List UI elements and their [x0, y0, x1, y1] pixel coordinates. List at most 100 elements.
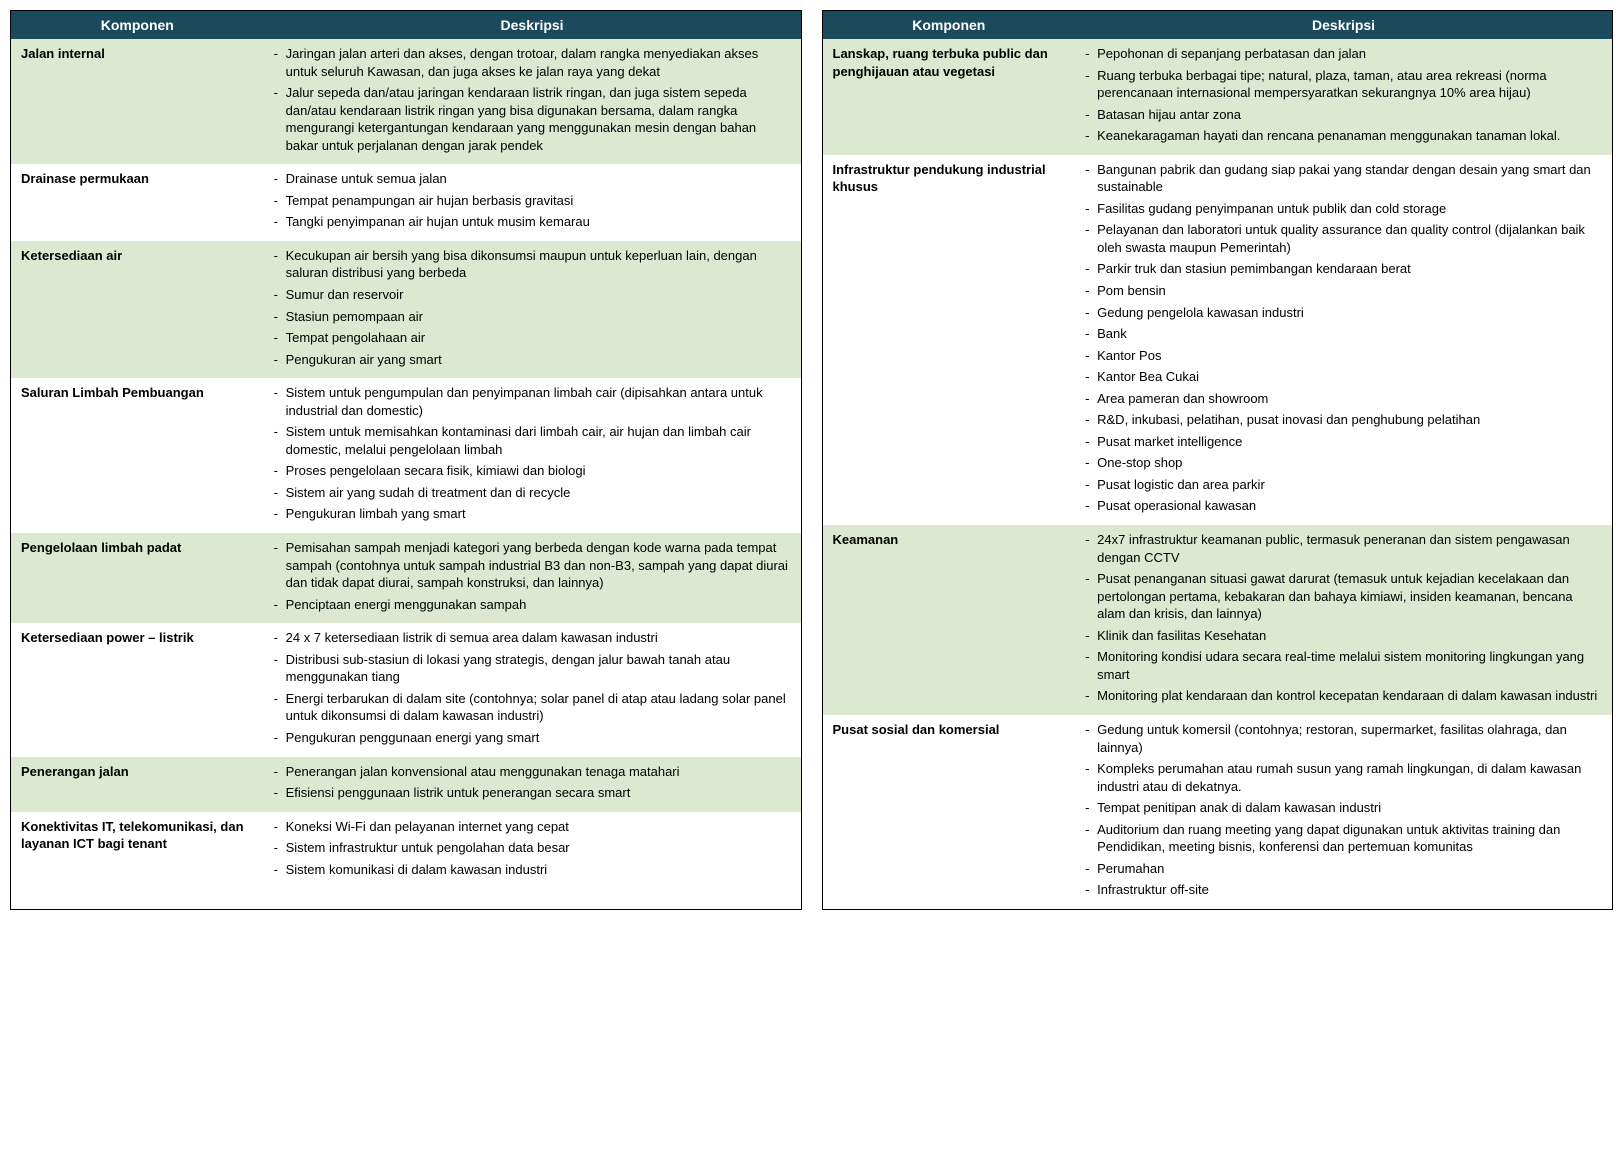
list-item: Pepohonan di sepanjang perbatasan dan ja…: [1085, 45, 1602, 63]
list-item: Sistem untuk memisahkan kontaminasi dari…: [274, 423, 791, 458]
komponen-cell: Pengelolaan limbah padat: [11, 533, 264, 623]
list-item: Keanekaragaman hayati dan rencana penana…: [1085, 127, 1602, 145]
deskripsi-cell: Kecukupan air bersih yang bisa dikonsums…: [264, 241, 801, 378]
deskripsi-list: Bangunan pabrik dan gudang siap pakai ya…: [1085, 161, 1602, 515]
list-item: Sistem infrastruktur untuk pengolahan da…: [274, 839, 791, 857]
left-header-deskripsi: Deskripsi: [264, 11, 801, 39]
deskripsi-list: Pemisahan sampah menjadi kategori yang b…: [274, 539, 791, 613]
list-item: Gedung pengelola kawasan industri: [1085, 304, 1602, 322]
list-item: Pom bensin: [1085, 282, 1602, 300]
deskripsi-cell: Jaringan jalan arteri dan akses, dengan …: [264, 39, 801, 164]
komponen-cell: Pusat sosial dan komersial: [823, 715, 1076, 909]
komponen-cell: Saluran Limbah Pembuangan: [11, 378, 264, 533]
list-item: Sistem komunikasi di dalam kawasan indus…: [274, 861, 791, 879]
list-item: Sistem air yang sudah di treatment dan d…: [274, 484, 791, 502]
list-item: Pemisahan sampah menjadi kategori yang b…: [274, 539, 791, 592]
table-row: Lanskap, ruang terbuka public dan penghi…: [823, 39, 1613, 155]
deskripsi-list: Sistem untuk pengumpulan dan penyimpanan…: [274, 384, 791, 523]
list-item: Tempat pengolahaan air: [274, 329, 791, 347]
list-item: Energi terbarukan di dalam site (contohn…: [274, 690, 791, 725]
table-row: Infrastruktur pendukung industrial khusu…: [823, 155, 1613, 525]
table-row: Saluran Limbah PembuanganSistem untuk pe…: [11, 378, 801, 533]
deskripsi-list: Pepohonan di sepanjang perbatasan dan ja…: [1085, 45, 1602, 145]
list-item: Proses pengelolaan secara fisik, kimiawi…: [274, 462, 791, 480]
deskripsi-cell: Pemisahan sampah menjadi kategori yang b…: [264, 533, 801, 623]
list-item: Penciptaan energi menggunakan sampah: [274, 596, 791, 614]
list-item: Penerangan jalan konvensional atau mengg…: [274, 763, 791, 781]
list-item: Pengukuran penggunaan energi yang smart: [274, 729, 791, 747]
list-item: Bank: [1085, 325, 1602, 343]
page-container: Komponen Deskripsi Jalan internal Jaringa…: [10, 10, 1613, 910]
deskripsi-cell: 24x7 infrastruktur keamanan public, term…: [1075, 525, 1612, 715]
list-item: Batasan hijau antar zona: [1085, 106, 1602, 124]
list-item: Kantor Pos: [1085, 347, 1602, 365]
list-item: 24 x 7 ketersediaan listrik di semua are…: [274, 629, 791, 647]
list-item: Tempat penitipan anak di dalam kawasan i…: [1085, 799, 1602, 817]
table-row: Keamanan24x7 infrastruktur keamanan publ…: [823, 525, 1613, 715]
list-item: Klinik dan fasilitas Kesehatan: [1085, 627, 1602, 645]
left-table-container: Komponen Deskripsi Jalan internal Jaringa…: [10, 10, 802, 910]
right-table-container: Komponen Deskripsi Lanskap, ruang terbuk…: [822, 10, 1614, 910]
komponen-cell: Drainase permukaan: [11, 164, 264, 241]
table-row: Pusat sosial dan komersial Gedung untuk k…: [823, 715, 1613, 909]
list-item: Parkir truk dan stasiun pemimbangan kend…: [1085, 260, 1602, 278]
list-item: Distribusi sub-stasiun di lokasi yang st…: [274, 651, 791, 686]
list-item: Perumahan: [1085, 860, 1602, 878]
list-item: Monitoring plat kendaraan dan kontrol ke…: [1085, 687, 1602, 705]
komponen-cell: Penerangan jalan: [11, 757, 264, 812]
right-table: Komponen Deskripsi Lanskap, ruang terbuk…: [823, 11, 1613, 909]
table-row: Ketersediaan power – listrik 24 x 7 keter…: [11, 623, 801, 756]
list-item: One-stop shop: [1085, 454, 1602, 472]
list-item: Efisiensi penggunaan listrik untuk pener…: [274, 784, 791, 802]
table-row: Jalan internal Jaringan jalan arteri dan …: [11, 39, 801, 164]
list-item: Pusat operasional kawasan: [1085, 497, 1602, 515]
deskripsi-cell: Drainase untuk semua jalan Tempat penampu…: [264, 164, 801, 241]
komponen-cell: Jalan internal: [11, 39, 264, 164]
deskripsi-list: Drainase untuk semua jalan Tempat penampu…: [274, 170, 791, 231]
list-item: Tangki penyimpanan air hujan untuk musim…: [274, 213, 791, 231]
deskripsi-cell: Pepohonan di sepanjang perbatasan dan ja…: [1075, 39, 1612, 155]
table-row: Penerangan jalan Penerangan jalan konvens…: [11, 757, 801, 812]
deskripsi-list: 24 x 7 ketersediaan listrik di semua are…: [274, 629, 791, 746]
table-row: Pengelolaan limbah padatPemisahan sampah…: [11, 533, 801, 623]
table-row: Konektivitas IT, telekomunikasi, dan lay…: [11, 812, 801, 889]
left-table: Komponen Deskripsi Jalan internal Jaringa…: [11, 11, 801, 888]
right-header-komponen: Komponen: [823, 11, 1076, 39]
komponen-cell: Keamanan: [823, 525, 1076, 715]
list-item: Pelayanan dan laboratori untuk quality a…: [1085, 221, 1602, 256]
deskripsi-list: Koneksi Wi-Fi dan pelayanan internet yan…: [274, 818, 791, 879]
deskripsi-cell: Penerangan jalan konvensional atau mengg…: [264, 757, 801, 812]
right-header-deskripsi: Deskripsi: [1075, 11, 1612, 39]
list-item: Jaringan jalan arteri dan akses, dengan …: [274, 45, 791, 80]
deskripsi-list: Penerangan jalan konvensional atau mengg…: [274, 763, 791, 802]
list-item: Tempat penampungan air hujan berbasis gr…: [274, 192, 791, 210]
deskripsi-cell: 24 x 7 ketersediaan listrik di semua are…: [264, 623, 801, 756]
table-row: Drainase permukaanDrainase untuk semua j…: [11, 164, 801, 241]
deskripsi-cell: Bangunan pabrik dan gudang siap pakai ya…: [1075, 155, 1612, 525]
list-item: Ruang terbuka berbagai tipe; natural, pl…: [1085, 67, 1602, 102]
list-item: Sumur dan reservoir: [274, 286, 791, 304]
list-item: Pusat penanganan situasi gawat darurat (…: [1085, 570, 1602, 623]
list-item: Kompleks perumahan atau rumah susun yang…: [1085, 760, 1602, 795]
deskripsi-cell: Sistem untuk pengumpulan dan penyimpanan…: [264, 378, 801, 533]
list-item: Pengukuran air yang smart: [274, 351, 791, 369]
list-item: Stasiun pemompaan air: [274, 308, 791, 326]
list-item: Pusat logistic dan area parkir: [1085, 476, 1602, 494]
list-item: Drainase untuk semua jalan: [274, 170, 791, 188]
left-header-komponen: Komponen: [11, 11, 264, 39]
list-item: Area pameran dan showroom: [1085, 390, 1602, 408]
deskripsi-cell: Gedung untuk komersil (contohnya; restor…: [1075, 715, 1612, 909]
list-item: Auditorium dan ruang meeting yang dapat …: [1085, 821, 1602, 856]
list-item: Fasilitas gudang penyimpanan untuk publi…: [1085, 200, 1602, 218]
list-item: Monitoring kondisi udara secara real-tim…: [1085, 648, 1602, 683]
komponen-cell: Ketersediaan power – listrik: [11, 623, 264, 756]
komponen-cell: Lanskap, ruang terbuka public dan penghi…: [823, 39, 1076, 155]
list-item: Koneksi Wi-Fi dan pelayanan internet yan…: [274, 818, 791, 836]
list-item: Gedung untuk komersil (contohnya; restor…: [1085, 721, 1602, 756]
komponen-cell: Infrastruktur pendukung industrial khusu…: [823, 155, 1076, 525]
komponen-cell: Ketersediaan air: [11, 241, 264, 378]
deskripsi-list: 24x7 infrastruktur keamanan public, term…: [1085, 531, 1602, 705]
list-item: Infrastruktur off-site: [1085, 881, 1602, 899]
list-item: Jalur sepeda dan/atau jaringan kendaraan…: [274, 84, 791, 154]
list-item: R&D, inkubasi, pelatihan, pusat inovasi …: [1085, 411, 1602, 429]
